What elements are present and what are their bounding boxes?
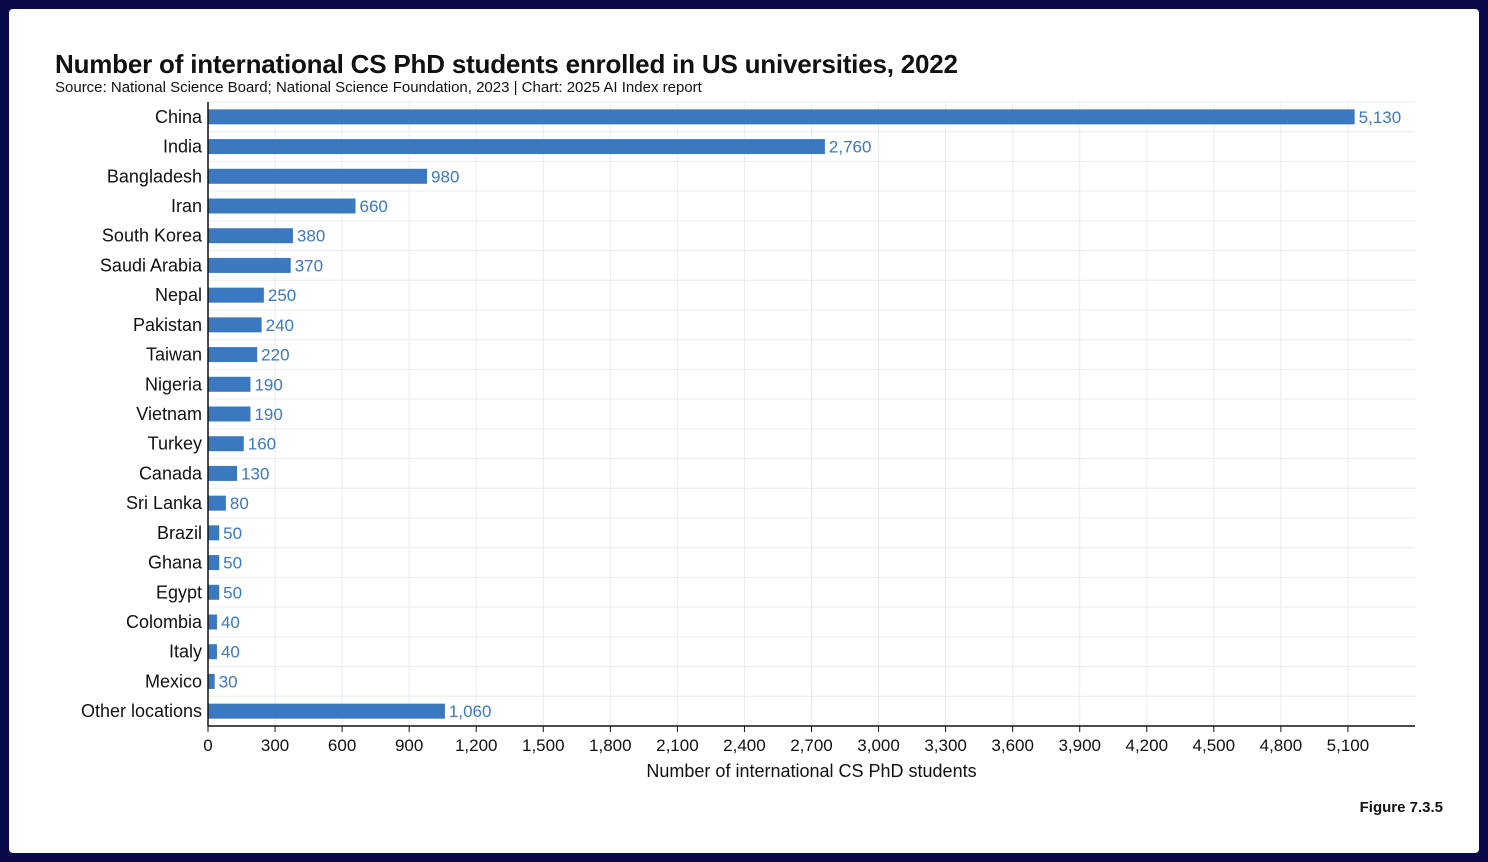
category-label: Egypt xyxy=(156,582,202,602)
x-tick-label: 2,100 xyxy=(656,736,699,755)
value-label: 190 xyxy=(254,375,282,394)
x-tick-label: 3,000 xyxy=(857,736,900,755)
value-label: 2,760 xyxy=(829,138,872,157)
value-label: 50 xyxy=(223,554,242,573)
bar-chart: China 5,130 India 2,760 Bangladesh 980 Iran 660… xyxy=(81,101,1415,781)
x-tick-label: 600 xyxy=(328,736,356,755)
category-label: Nepal xyxy=(155,285,202,305)
x-tick-label: 3,600 xyxy=(991,736,1034,755)
category-label: Taiwan xyxy=(146,345,202,365)
category-label: Other locations xyxy=(81,701,202,721)
x-tick-label: 2,700 xyxy=(790,736,833,755)
category-label: Mexico xyxy=(145,671,202,691)
value-label: 50 xyxy=(223,524,242,543)
category-label: Canada xyxy=(139,463,203,483)
value-label: 370 xyxy=(295,256,323,275)
value-label: 250 xyxy=(268,286,296,305)
category-label: Turkey xyxy=(148,434,202,454)
x-tick-label: 4,500 xyxy=(1193,736,1236,755)
value-label: 1,060 xyxy=(449,702,492,721)
bar xyxy=(208,495,226,511)
x-tick-label: 5,100 xyxy=(1327,736,1370,755)
bar xyxy=(208,614,217,630)
figure-label: Figure 7.3.5 xyxy=(1359,799,1443,816)
category-label: China xyxy=(155,107,203,127)
category-label: Brazil xyxy=(157,523,202,543)
x-tick-label: 3,300 xyxy=(924,736,967,755)
category-label: Sri Lanka xyxy=(126,493,203,513)
x-tick-label: 4,200 xyxy=(1126,736,1169,755)
value-label: 50 xyxy=(223,583,242,602)
bar xyxy=(208,347,258,363)
bar xyxy=(208,198,356,214)
value-label: 240 xyxy=(266,316,294,335)
category-label: Italy xyxy=(169,642,202,662)
bar xyxy=(208,287,264,303)
bar xyxy=(208,228,293,244)
x-tick-label: 900 xyxy=(395,736,423,755)
value-label: 660 xyxy=(360,197,388,216)
bar xyxy=(208,584,220,600)
x-axis-title: Number of international CS PhD students xyxy=(646,761,976,781)
x-tick-label: 1,200 xyxy=(455,736,498,755)
category-label: Bangladesh xyxy=(107,166,202,186)
bar xyxy=(208,168,428,184)
chart-frame: Number of international CS PhD students … xyxy=(9,9,1479,853)
category-label: Nigeria xyxy=(145,374,203,394)
bar xyxy=(208,436,244,452)
x-tick-label: 1,500 xyxy=(522,736,565,755)
chart-title: Number of international CS PhD students … xyxy=(55,49,958,79)
category-label: Ghana xyxy=(148,553,203,573)
bar xyxy=(208,703,445,719)
bar xyxy=(208,109,1355,125)
category-label: Vietnam xyxy=(136,404,202,424)
x-tick-label: 300 xyxy=(261,736,289,755)
value-label: 30 xyxy=(219,672,238,691)
category-label: India xyxy=(163,137,203,157)
category-label: Iran xyxy=(171,196,202,216)
bar xyxy=(208,406,251,422)
bar xyxy=(208,317,262,333)
value-label: 160 xyxy=(248,435,276,454)
value-label: 980 xyxy=(431,167,459,186)
bar xyxy=(208,376,251,392)
bar xyxy=(208,644,217,660)
category-label: Saudi Arabia xyxy=(100,255,203,275)
category-label: Colombia xyxy=(126,612,203,632)
bar xyxy=(208,465,238,481)
x-tick-label: 3,900 xyxy=(1058,736,1101,755)
value-label: 80 xyxy=(230,494,249,513)
x-tick-label: 1,800 xyxy=(589,736,632,755)
bar xyxy=(208,139,825,155)
bar xyxy=(208,257,291,273)
value-label: 5,130 xyxy=(1359,108,1402,127)
value-label: 380 xyxy=(297,227,325,246)
value-label: 40 xyxy=(221,613,240,632)
category-label: South Korea xyxy=(102,226,203,246)
value-label: 130 xyxy=(241,464,269,483)
bar xyxy=(208,555,220,571)
value-label: 220 xyxy=(261,346,289,365)
bar xyxy=(208,673,215,689)
x-tick-label: 2,400 xyxy=(723,736,766,755)
value-label: 40 xyxy=(221,643,240,662)
x-tick-label: 4,800 xyxy=(1260,736,1303,755)
x-tick-label: 0 xyxy=(203,736,212,755)
chart-source: Source: National Science Board; National… xyxy=(55,79,702,96)
bar xyxy=(208,525,220,541)
category-label: Pakistan xyxy=(133,315,202,335)
value-label: 190 xyxy=(254,405,282,424)
